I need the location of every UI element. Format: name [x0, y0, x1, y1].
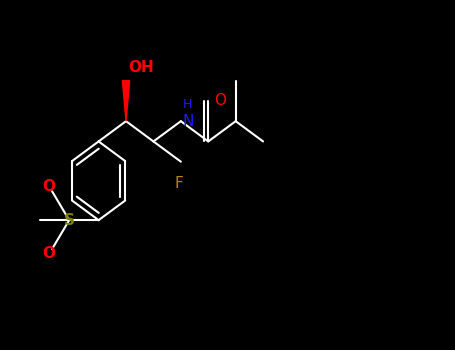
Text: H: H — [183, 98, 192, 111]
Text: O: O — [42, 246, 55, 261]
Text: O: O — [42, 179, 55, 194]
Text: O: O — [214, 93, 226, 108]
Text: F: F — [174, 176, 183, 191]
Polygon shape — [122, 80, 130, 121]
Text: OH: OH — [128, 61, 154, 76]
Text: S: S — [64, 213, 75, 228]
Text: N: N — [182, 114, 193, 129]
